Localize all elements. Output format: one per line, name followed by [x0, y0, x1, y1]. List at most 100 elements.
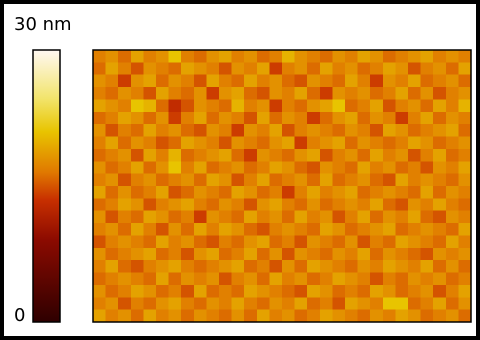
cell: [345, 235, 359, 249]
cell: [382, 161, 396, 175]
cell: [244, 223, 258, 236]
cell: [282, 50, 296, 63]
cell: [395, 124, 409, 138]
cell: [282, 247, 296, 261]
cell: [168, 173, 182, 187]
cell: [193, 173, 207, 187]
cell: [269, 50, 283, 63]
cell: [408, 148, 422, 162]
cell: [168, 87, 182, 100]
cell: [408, 297, 422, 311]
cell: [219, 297, 233, 311]
cell: [269, 186, 283, 199]
cell: [118, 297, 132, 311]
cell: [105, 186, 119, 199]
cell: [219, 87, 233, 100]
cell: [345, 99, 359, 113]
cell: [231, 284, 245, 298]
cell: [307, 74, 321, 88]
cell: [93, 198, 107, 212]
cell: [370, 247, 384, 261]
cell: [345, 136, 359, 150]
cell: [130, 161, 144, 175]
cell: [244, 260, 258, 274]
cell: [269, 210, 283, 224]
cell: [408, 309, 422, 323]
cell: [118, 186, 132, 199]
cell: [307, 148, 321, 162]
cell: [130, 297, 144, 311]
cell: [231, 87, 245, 100]
cell: [458, 297, 472, 311]
cell: [206, 210, 220, 224]
cell: [193, 161, 207, 175]
cell: [307, 124, 321, 138]
cell: [357, 87, 371, 100]
cell: [395, 148, 409, 162]
cell: [332, 50, 346, 63]
cell: [408, 62, 422, 76]
cell: [181, 136, 195, 150]
cell: [433, 210, 447, 224]
cell: [118, 124, 132, 138]
cell: [445, 235, 459, 249]
cell: [319, 247, 333, 261]
cell: [382, 74, 396, 88]
cell: [206, 309, 220, 323]
cell: [244, 297, 258, 311]
cell: [118, 223, 132, 236]
cell: [319, 148, 333, 162]
cell: [219, 173, 233, 187]
cell: [445, 297, 459, 311]
cell: [345, 148, 359, 162]
cell: [105, 62, 119, 76]
cell: [206, 260, 220, 274]
cell: [458, 223, 472, 236]
cell: [231, 124, 245, 138]
cell: [168, 50, 182, 63]
cell: [357, 62, 371, 76]
cell: [143, 247, 157, 261]
cell: [420, 50, 434, 63]
cell: [345, 297, 359, 311]
cell: [408, 186, 422, 199]
cell: [445, 99, 459, 113]
cell: [130, 111, 144, 125]
cell: [458, 161, 472, 175]
cell: [370, 186, 384, 199]
colorbar: [32, 49, 61, 323]
cell: [408, 272, 422, 286]
cell: [433, 74, 447, 88]
cell: [118, 87, 132, 100]
cell: [143, 173, 157, 187]
cell: [319, 272, 333, 286]
cell: [156, 272, 170, 286]
cell: [420, 284, 434, 298]
cell: [143, 186, 157, 199]
cell: [307, 272, 321, 286]
cell: [219, 210, 233, 224]
cell: [118, 173, 132, 187]
cell: [382, 309, 396, 323]
cell: [282, 260, 296, 274]
cell: [458, 99, 472, 113]
cell: [357, 50, 371, 63]
cell: [382, 148, 396, 162]
cell: [168, 99, 182, 113]
cell: [93, 173, 107, 187]
cell: [294, 136, 308, 150]
cell: [319, 186, 333, 199]
cell: [130, 272, 144, 286]
cell: [357, 161, 371, 175]
cell: [307, 186, 321, 199]
cell: [294, 74, 308, 88]
cell: [319, 74, 333, 88]
cell: [433, 186, 447, 199]
cell: [395, 272, 409, 286]
cell: [445, 87, 459, 100]
cell: [118, 247, 132, 261]
cell: [181, 62, 195, 76]
cell: [319, 210, 333, 224]
cell: [244, 99, 258, 113]
cell: [93, 161, 107, 175]
